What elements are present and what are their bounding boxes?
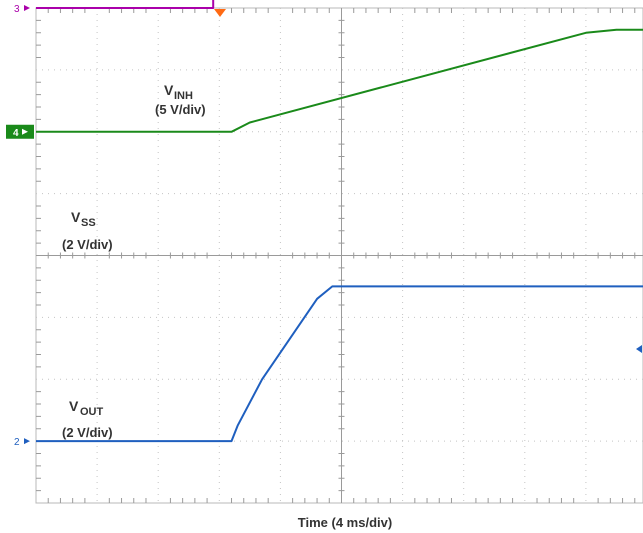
vout-subscript: OUT [80,406,104,418]
vinh-scale: (5 V/div) [155,102,206,117]
trace-ss [36,28,643,133]
channel-marker-out: 2 [14,437,30,448]
channel-badge-bg [6,124,34,139]
channel-arrow [24,5,30,11]
vout-scale: (2 V/div) [62,425,113,440]
vss-subscript: SS [81,217,96,229]
channel-marker-ss: 4 [6,124,34,139]
trace-label-vinh: V INH (5 V/div) [155,82,206,117]
trace-label-vout: V OUT (2 V/div) [62,398,113,440]
channel-arrow [24,438,30,445]
vss-scale: (2 V/div) [62,237,113,252]
traces [36,0,643,443]
channel-number: 2 [14,437,20,448]
vss-symbol: V [71,209,81,225]
channel-number: 3 [14,4,20,15]
trace-inh [36,0,215,9]
vinh-symbol: V [164,82,174,98]
x-axis-label: Time (4 ms/div) [298,515,392,530]
trace-out [36,285,643,443]
right-offset-arrow-icon [636,345,642,353]
channel-markers: 3 4 2 [6,4,642,448]
channel-arrow [22,128,28,135]
vinh-subscript: INH [174,90,193,102]
vout-symbol: V [69,398,79,414]
graticule [35,7,643,504]
trace-label-vss: V SS (2 V/div) [62,209,113,252]
channel-number: 4 [13,128,19,139]
channel-marker-inh: 3 [14,4,30,15]
trigger-marker-icon [214,9,226,17]
